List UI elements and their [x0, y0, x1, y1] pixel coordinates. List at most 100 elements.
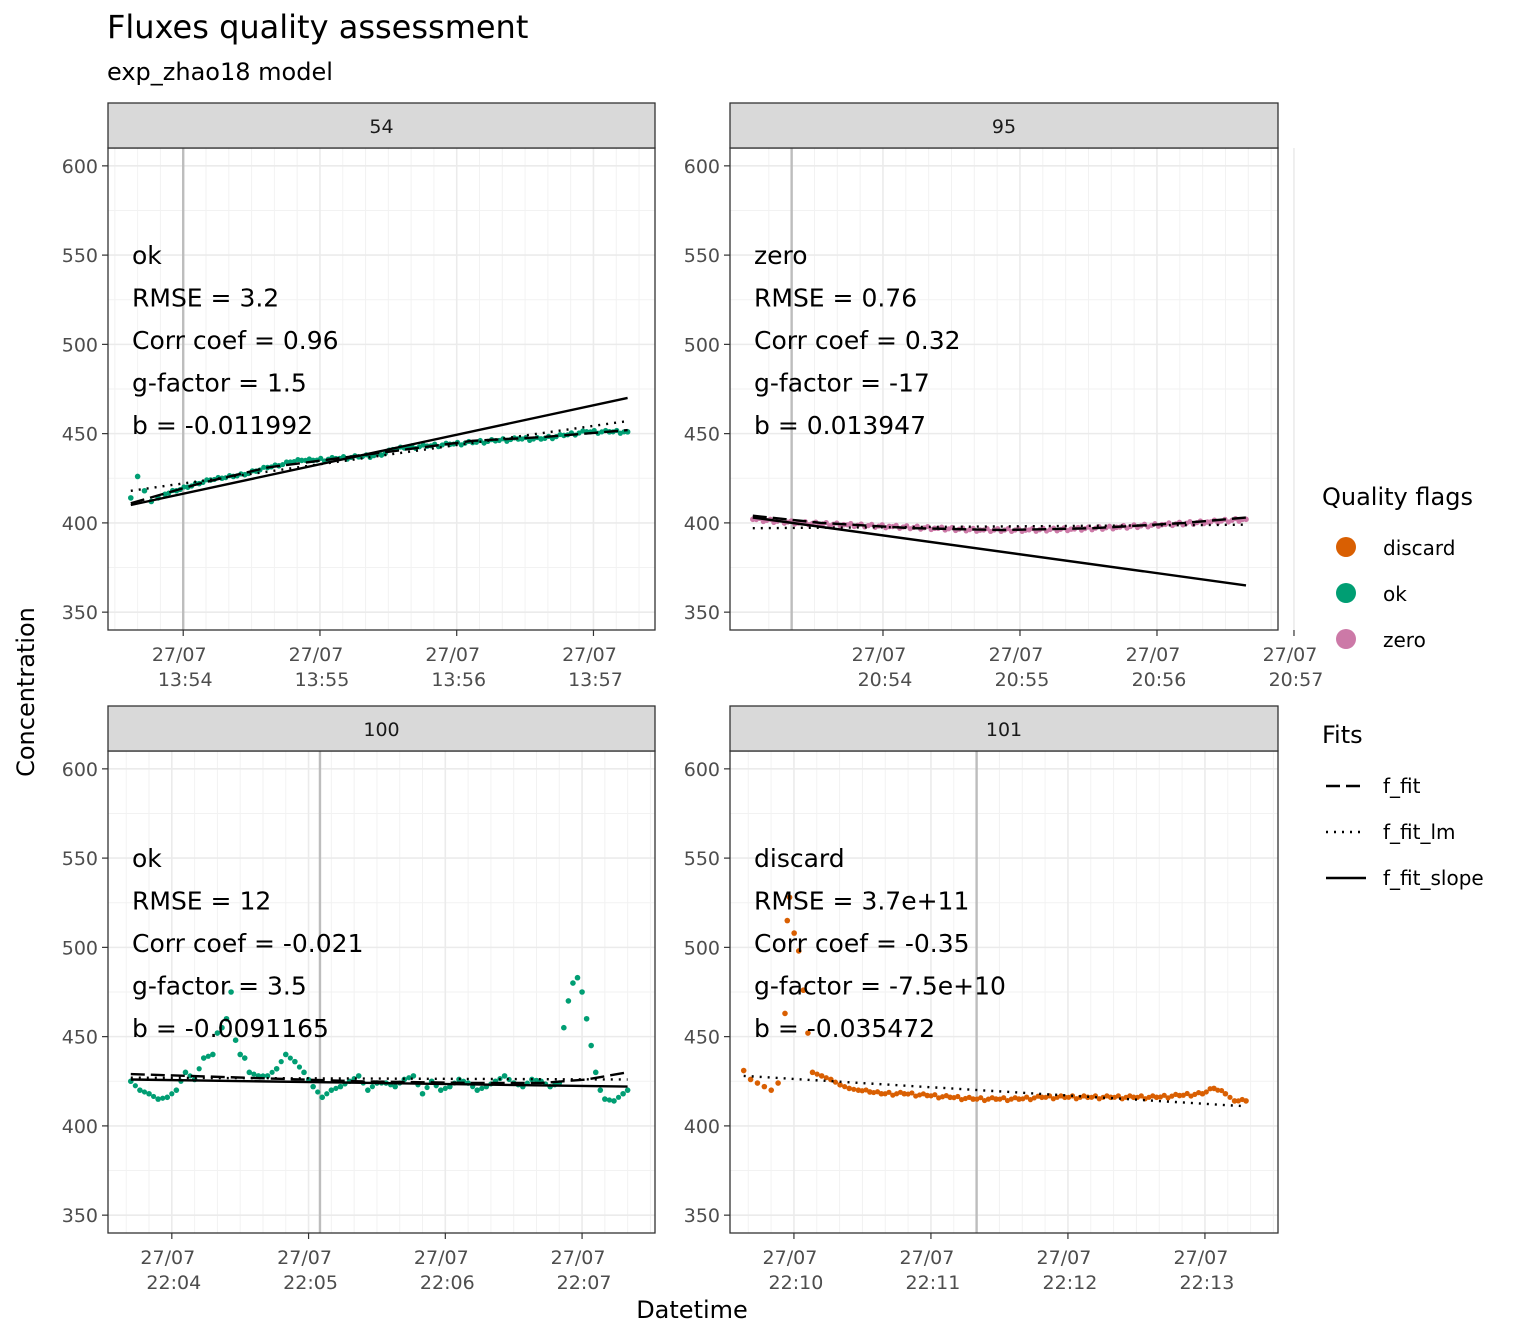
data-point: [333, 1085, 339, 1091]
data-point: [479, 1085, 485, 1091]
data-point: [805, 1030, 811, 1036]
data-point: [420, 442, 426, 448]
data-point: [328, 1087, 335, 1093]
legend-item-f-fit-lm: f_fit_lm: [1383, 820, 1456, 844]
stats-label: ok: [132, 844, 162, 873]
data-point: [351, 1075, 357, 1082]
data-point: [786, 894, 793, 901]
stats-label: Corr coef = -0.021: [132, 929, 363, 958]
panel-100: 350 400 450 500 550 600 27/07 22:04 27/07 22:05 27…: [62, 705, 656, 1294]
data-point: [754, 1080, 761, 1086]
x-tick-label-date: 27/07: [562, 644, 617, 666]
data-point: [978, 1095, 984, 1101]
fit-line-f-fit-slope: [130, 1078, 628, 1088]
y-tick-label: 450: [62, 424, 98, 446]
data-point: [181, 484, 187, 490]
y-tick-label: 550: [62, 245, 98, 267]
x-axis-label: Datetime: [636, 1296, 748, 1324]
data-point: [851, 1086, 857, 1092]
x-tick-label-date: 27/07: [1263, 644, 1318, 666]
x-tick-label-date: 27/07: [425, 644, 480, 666]
data-point: [966, 1094, 972, 1100]
data-point: [251, 1071, 257, 1077]
x-tick-label-time: 22:10: [769, 1272, 824, 1294]
x-tick-label-time: 13:57: [568, 669, 623, 691]
data-point: [205, 1053, 211, 1059]
data-point: [533, 1077, 540, 1083]
strip-label: 54: [369, 116, 393, 138]
data-point: [570, 980, 576, 986]
data-point: [150, 1093, 157, 1100]
x-tick-label-time: 20:54: [858, 669, 913, 691]
data-point: [588, 1042, 594, 1049]
data-point: [355, 1073, 362, 1079]
y-tick-label: 350: [62, 1205, 98, 1227]
legend-key-ok: [1336, 583, 1356, 603]
data-point: [842, 1084, 848, 1090]
data-point: [989, 1095, 995, 1101]
data-point: [920, 1091, 926, 1097]
x-tick-label-time: 22:13: [1180, 1272, 1235, 1294]
data-point: [874, 1089, 881, 1095]
data-point: [1222, 1090, 1229, 1097]
y-tick-label: 600: [684, 156, 720, 178]
legend-fits-title: Fits: [1322, 721, 1363, 749]
data-point: [886, 1089, 892, 1095]
data-point: [768, 1087, 775, 1093]
data-point: [740, 1067, 747, 1074]
stats-label: RMSE = 0.76: [754, 284, 917, 313]
data-point: [164, 1094, 171, 1101]
y-tick-label: 600: [62, 759, 98, 781]
data-point: [223, 1015, 230, 1022]
data-point: [1150, 1093, 1156, 1099]
data-point: [795, 948, 802, 954]
data-point: [315, 1089, 321, 1095]
data-point: [173, 1087, 180, 1093]
data-point: [296, 1064, 303, 1070]
stats-label: b = 0.013947: [754, 411, 926, 440]
x-tick-label-date: 27/07: [852, 644, 907, 666]
data-point: [846, 1085, 853, 1092]
x-tick-label-time: 22:11: [906, 1272, 961, 1294]
y-tick-label: 450: [684, 1027, 720, 1049]
x-tick-label-date: 27/07: [277, 1247, 332, 1269]
data-point: [264, 1073, 271, 1079]
stats-label: b = -0.035472: [754, 1014, 935, 1043]
stats-label: g-factor = 1.5: [132, 369, 307, 398]
y-tick-label: 550: [62, 848, 98, 870]
data-point: [232, 1037, 239, 1043]
y-tick-label: 550: [684, 245, 720, 267]
data-point: [565, 998, 572, 1004]
data-point: [791, 930, 797, 936]
x-tick-label-time: 20:56: [1132, 669, 1187, 691]
stats-label: Corr coef = 0.96: [132, 326, 339, 355]
data-point: [369, 1084, 375, 1090]
data-point: [837, 1082, 843, 1088]
x-tick-label-date: 27/07: [1174, 1247, 1229, 1269]
y-tick-label: 350: [684, 1205, 720, 1227]
data-point: [214, 1030, 221, 1036]
data-point: [137, 1087, 143, 1093]
data-point: [269, 1069, 275, 1075]
x-tick-label-date: 27/07: [763, 1247, 818, 1269]
data-point: [278, 1059, 284, 1065]
legend-key-discard: [1336, 537, 1356, 557]
data-point: [1001, 1095, 1007, 1101]
data-point: [182, 1069, 189, 1076]
data-point: [301, 1069, 307, 1076]
data-point: [228, 989, 234, 995]
data-point: [1138, 1093, 1144, 1099]
x-tick-label-date: 27/07: [989, 644, 1044, 666]
data-point: [1173, 1091, 1179, 1098]
x-tick-label-date: 27/07: [900, 1247, 955, 1269]
y-axis-label: Concentration: [12, 607, 40, 777]
fit-line-f-fit-lm: [130, 1076, 628, 1081]
strip-background: [729, 705, 1279, 752]
data-point: [196, 1066, 202, 1072]
data-point: [132, 1083, 138, 1089]
data-point: [761, 1083, 768, 1090]
stats-label: ok: [132, 241, 162, 270]
strip-background: [107, 705, 656, 752]
data-point: [1115, 1093, 1121, 1099]
data-point: [437, 1087, 444, 1093]
